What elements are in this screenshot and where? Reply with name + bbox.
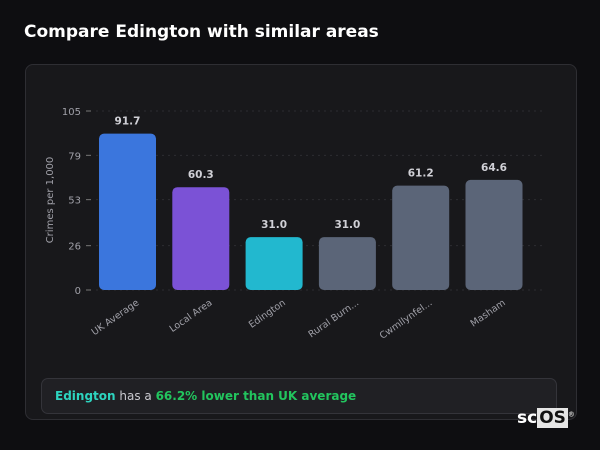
page-title: Compare Edington with similar areas [24, 22, 379, 42]
data-label: 91.7 [115, 116, 141, 128]
x-tick-label: UK Average [90, 297, 142, 338]
bar [465, 179, 523, 290]
bar [99, 133, 156, 290]
summary-box: Edington has a 66.2% lower than UK avera… [41, 378, 557, 414]
scos-logo: sc OS ® [517, 408, 575, 428]
y-tick-label: 0 [75, 286, 81, 297]
summary-place: Edington [55, 389, 116, 403]
data-label: 31.0 [334, 219, 360, 231]
bar [245, 237, 303, 290]
data-label: 61.2 [408, 168, 434, 180]
y-axis-label: Crimes per 1,000 [45, 157, 56, 244]
x-tick-label: Masham [469, 297, 508, 329]
y-tick-label: 79 [68, 151, 81, 162]
data-label: 60.3 [188, 169, 214, 181]
x-tick-label: Rural Burn... [307, 297, 362, 340]
bar [318, 237, 376, 290]
x-tick-label: Edington [247, 297, 288, 330]
bar [172, 187, 230, 290]
summary-text: has a [115, 389, 156, 403]
x-tick-label: Cwmllynfel... [378, 297, 435, 341]
data-label: 64.6 [481, 162, 507, 174]
x-tick-label: Local Area [168, 297, 215, 334]
summary-highlight: 66.2% lower than UK average [155, 389, 357, 403]
bar [392, 185, 450, 290]
data-label: 31.0 [261, 219, 287, 231]
y-tick-label: 26 [68, 242, 81, 253]
y-tick-label: 53 [68, 196, 81, 207]
y-tick-label: 105 [62, 107, 81, 118]
